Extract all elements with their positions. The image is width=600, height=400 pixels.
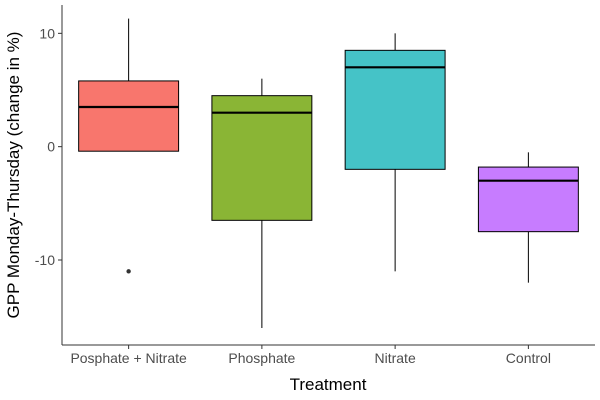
y-tick-label: -10 <box>35 252 55 268</box>
box-group-control <box>477 152 579 283</box>
x-tick-label: Control <box>506 350 551 366</box>
y-ticks-layer: -10 0 10 <box>35 25 62 268</box>
y-tick-label: 0 <box>47 139 55 155</box>
y-axis-title: GPP Monday-Thursday (change in %) <box>4 32 23 319</box>
box-group-posphate-nitrate <box>78 18 180 274</box>
x-tick-label: Phosphate <box>228 350 295 366</box>
box <box>477 166 579 233</box>
x-ticks-layer: Posphate + Nitrate Phosphate Nitrate Contro… <box>70 345 551 366</box>
boxes-layer <box>78 18 579 328</box>
box-group-phosphate <box>211 78 313 328</box>
box <box>344 49 446 170</box>
y-tick-label: 10 <box>39 25 55 41</box>
x-tick-label: Nitrate <box>375 350 416 366</box>
x-axis-title: Treatment <box>290 375 367 394</box>
box-group-nitrate <box>344 33 446 272</box>
x-tick-label: Posphate + Nitrate <box>70 350 187 366</box>
box <box>211 95 313 221</box>
outlier-point <box>126 269 131 274</box>
box <box>78 80 180 152</box>
